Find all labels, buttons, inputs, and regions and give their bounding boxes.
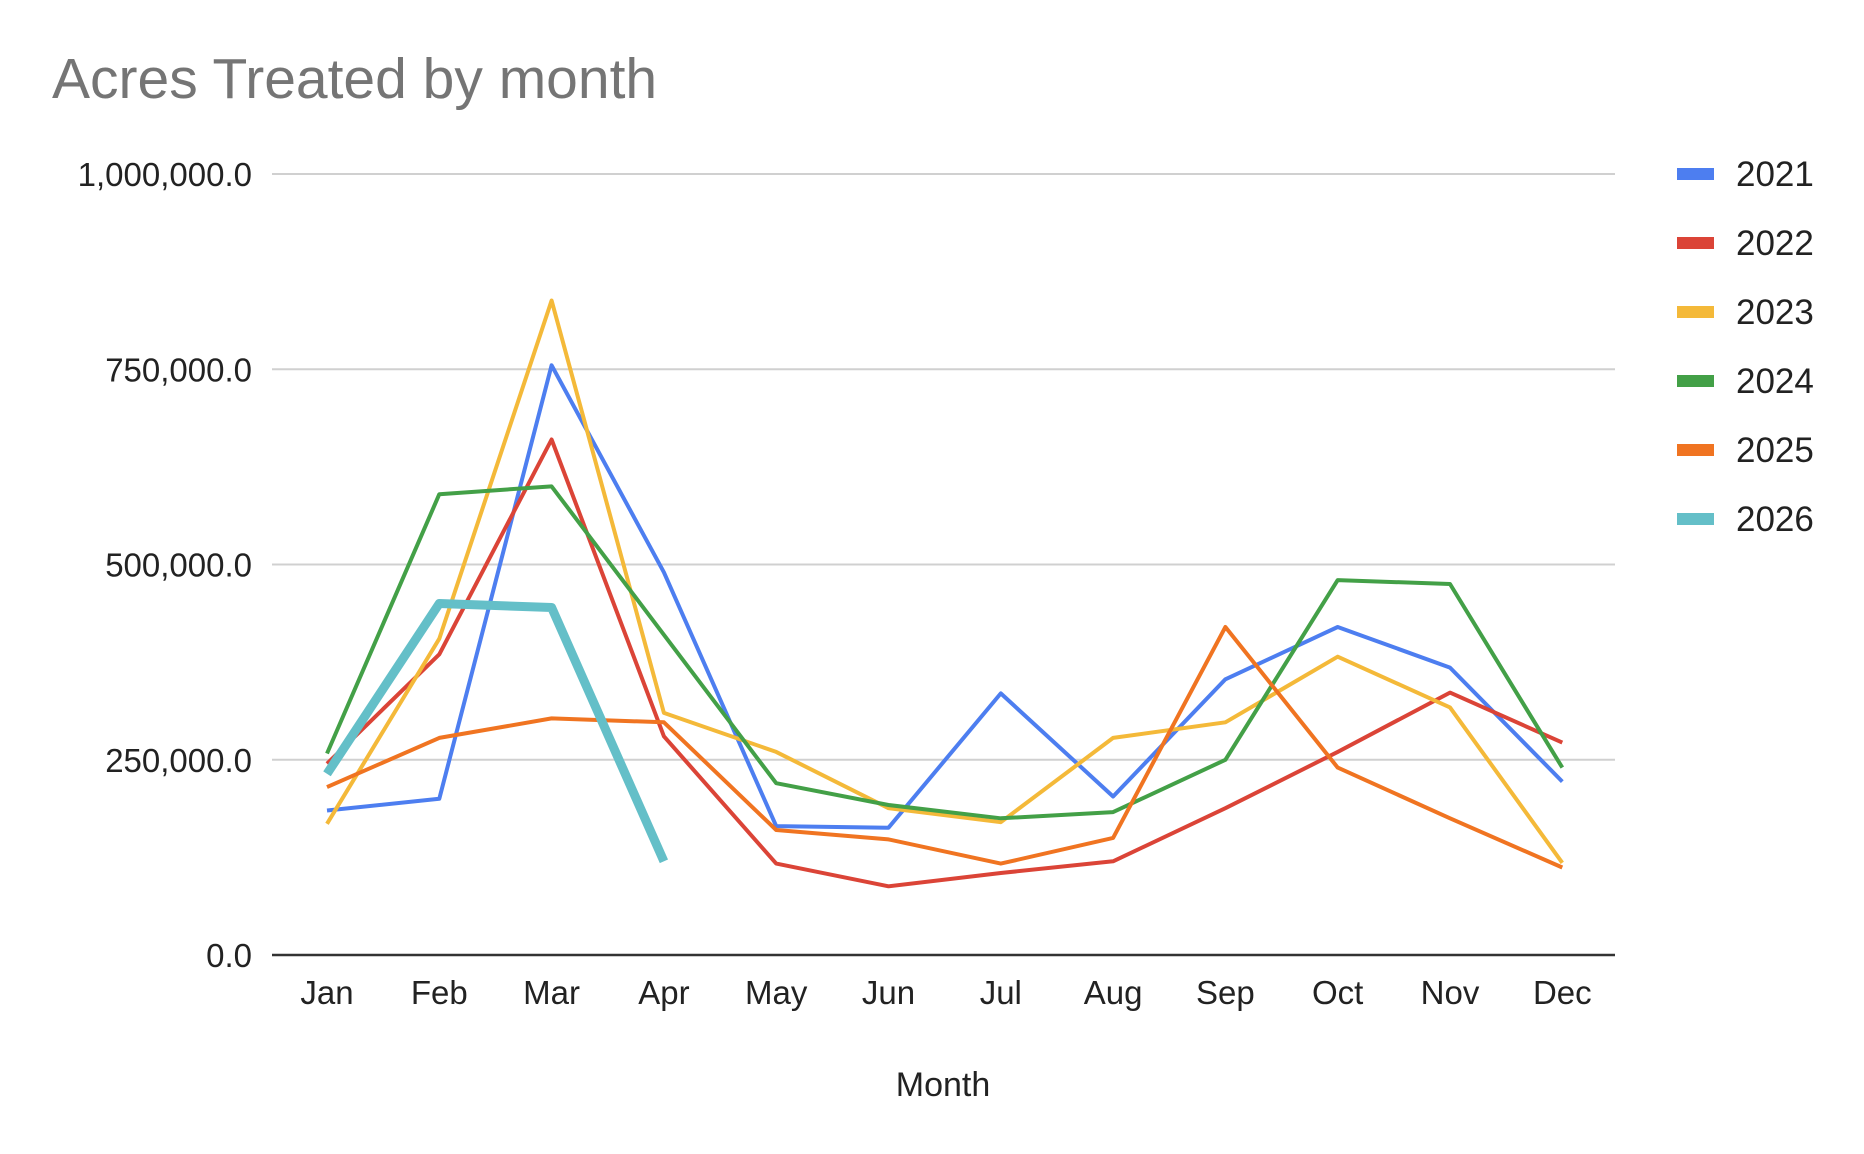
legend-swatch bbox=[1677, 168, 1714, 180]
series-line-2026 bbox=[323, 599, 669, 864]
series-lines bbox=[323, 298, 1565, 889]
x-tick-label: Jan bbox=[300, 974, 353, 1011]
series-line-2024 bbox=[325, 484, 1565, 821]
legend-item-2026: 2026 bbox=[1677, 500, 1814, 539]
series-line-2023 bbox=[325, 298, 1564, 864]
chart-title: Acres Treated by month bbox=[52, 47, 658, 111]
legend-label: 2021 bbox=[1736, 155, 1814, 194]
y-tick-label: 500,000.0 bbox=[105, 547, 252, 584]
x-tick-label: Jun bbox=[862, 974, 915, 1011]
legend-swatch bbox=[1677, 444, 1714, 456]
x-tick-label: Dec bbox=[1533, 974, 1592, 1011]
legend-item-2021: 2021 bbox=[1677, 155, 1814, 194]
legend: 2021 2022 2023 2024 2025 2026 bbox=[1677, 155, 1814, 539]
legend-label: 2023 bbox=[1736, 293, 1814, 332]
legend-label: 2022 bbox=[1736, 224, 1814, 263]
x-tick-label: Oct bbox=[1312, 974, 1363, 1011]
legend-swatch bbox=[1677, 375, 1714, 387]
legend-swatch bbox=[1677, 237, 1714, 249]
legend-swatch bbox=[1677, 513, 1714, 525]
x-tick-label: Apr bbox=[638, 974, 689, 1011]
x-tick-label: May bbox=[745, 974, 808, 1011]
y-tick-label: 250,000.0 bbox=[105, 742, 252, 779]
series-line-2022 bbox=[325, 437, 1564, 889]
legend-item-2023: 2023 bbox=[1677, 293, 1814, 332]
x-axis-ticks: Jan Feb Mar Apr May Jun Jul Aug Sep Oct Nov Dec bbox=[300, 974, 1591, 1011]
y-tick-label: 1,000,000.0 bbox=[78, 156, 252, 193]
legend-label: 2024 bbox=[1736, 362, 1814, 401]
x-tick-label: Mar bbox=[523, 974, 580, 1011]
series-line-2025 bbox=[326, 625, 1564, 870]
y-tick-label: 0.0 bbox=[206, 937, 252, 974]
legend-label: 2026 bbox=[1736, 500, 1814, 539]
series-line-2021 bbox=[326, 363, 1564, 830]
x-tick-label: Aug bbox=[1084, 974, 1143, 1011]
legend-item-2022: 2022 bbox=[1677, 224, 1814, 263]
y-tick-label: 750,000.0 bbox=[105, 351, 252, 388]
legend-swatch bbox=[1677, 306, 1714, 318]
gridlines bbox=[272, 173, 1615, 957]
x-tick-label: Jul bbox=[980, 974, 1022, 1011]
x-axis-title: Month bbox=[896, 1066, 991, 1104]
legend-item-2025: 2025 bbox=[1677, 431, 1814, 470]
legend-item-2024: 2024 bbox=[1677, 362, 1814, 401]
legend-label: 2025 bbox=[1736, 431, 1814, 470]
x-tick-label: Nov bbox=[1421, 974, 1480, 1011]
x-tick-label: Feb bbox=[411, 974, 468, 1011]
y-axis-ticks: 0.0 250,000.0 500,000.0 750,000.0 1,000,000.… bbox=[78, 156, 252, 974]
x-tick-label: Sep bbox=[1196, 974, 1255, 1011]
